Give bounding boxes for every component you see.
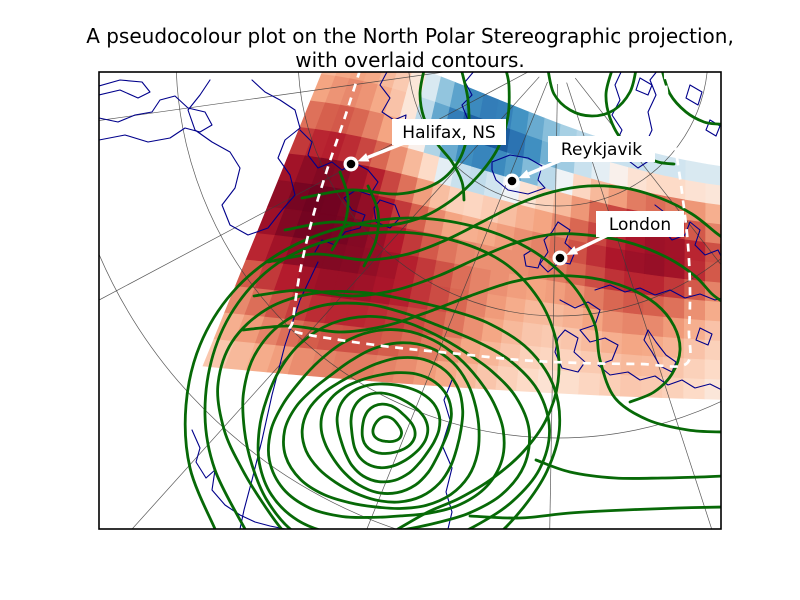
city-annotations: Halifax, NS Reykjavik London (343, 119, 684, 266)
coastline-black-sea (695, 327, 713, 346)
reykjavik-label: Reykjavik (561, 140, 642, 160)
coastline-newfoundland (373, 199, 401, 229)
annotation-arrowhead (357, 153, 370, 162)
axes-frame (98, 71, 722, 530)
annotation-arrow (367, 141, 405, 159)
coastline-scandinavia (611, 72, 658, 169)
annotation-arrow (575, 233, 609, 252)
coastline-hudson-bay (187, 79, 301, 236)
city-marker-dot (346, 159, 356, 169)
annotation-halifax: Halifax, NS (343, 119, 506, 172)
coastline-iceland (491, 154, 546, 195)
domain-boundary-dashed (287, 72, 692, 368)
coastline-pacific-coast (191, 429, 286, 529)
annotation-london: London (552, 211, 684, 266)
london-label: London (609, 215, 671, 235)
figure-title-line1: A pseudocolour plot on the North Polar S… (86, 24, 734, 48)
annotation-arrowhead (566, 246, 579, 255)
coastline-svalbard (635, 77, 653, 96)
coastline-arctic-canada (99, 95, 213, 143)
halifax-label: Halifax, NS (402, 123, 495, 143)
city-marker-dot (555, 253, 565, 263)
city-marker-dot (507, 176, 517, 186)
coastline-arctic-island-2 (685, 84, 703, 106)
coastline-us-east-coast (239, 261, 319, 529)
reykjavik-label-box (548, 136, 655, 162)
coastline-labrador-maritimes (299, 129, 379, 253)
halifax-label-box (392, 119, 506, 145)
london-label-box (596, 211, 684, 237)
coastline-arctic-island-1 (99, 79, 151, 99)
contour-lines (183, 72, 721, 529)
annotation-reykjavik: Reykjavik (504, 136, 655, 189)
figure-title-line2: with overlaid contours. (295, 48, 524, 72)
coastline-europe-north-coast (594, 284, 721, 301)
annotation-arrowhead (518, 169, 531, 179)
